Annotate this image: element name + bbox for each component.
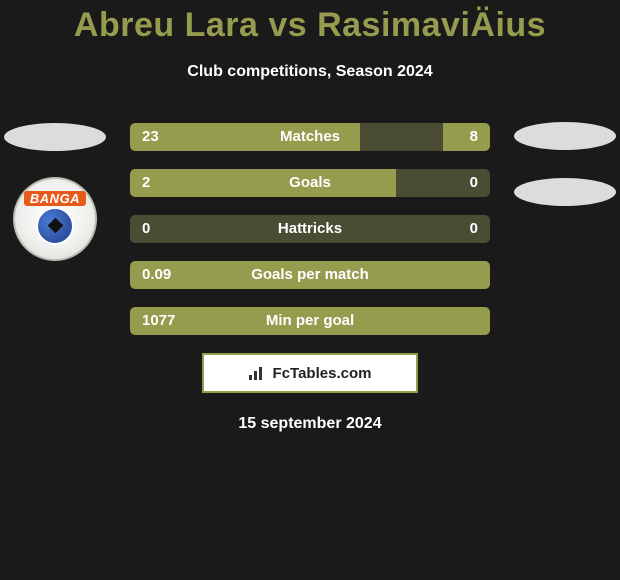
avatar-placeholder-right-1 xyxy=(514,122,616,150)
stat-row: Goals per match0.09 xyxy=(130,261,490,289)
stat-label: Matches xyxy=(130,123,490,151)
stat-label: Min per goal xyxy=(130,307,490,335)
avatar-placeholder-right-2 xyxy=(514,178,616,206)
stat-label: Goals per match xyxy=(130,261,490,289)
stat-bars: Matches238Goals20Hattricks00Goals per ma… xyxy=(130,123,490,335)
stat-value-right: 8 xyxy=(470,123,478,151)
page-title: Abreu Lara vs RasimaviÄius xyxy=(0,0,620,45)
left-player-column: BANGA xyxy=(0,123,110,261)
stat-label: Hattricks xyxy=(130,215,490,243)
stat-row: Min per goal1077 xyxy=(130,307,490,335)
brand-text: FcTables.com xyxy=(273,365,372,382)
stat-value-left: 0 xyxy=(142,215,150,243)
stat-label: Goals xyxy=(130,169,490,197)
stat-value-left: 23 xyxy=(142,123,159,151)
stat-value-right: 0 xyxy=(470,215,478,243)
avatar-placeholder-left xyxy=(4,123,106,151)
team-logo-text: BANGA xyxy=(24,191,86,206)
stat-row: Matches23 8 xyxy=(130,123,490,151)
footer-date: 15 september 2024 xyxy=(0,415,620,433)
soccer-ball-icon xyxy=(36,207,74,245)
stat-value-right: 0 xyxy=(470,169,478,197)
stat-row: Hattricks0 0 xyxy=(130,215,490,243)
team-logo-left: BANGA xyxy=(13,177,97,261)
comparison-panel: BANGA Matches238Goals20Hattricks00Goals … xyxy=(0,123,620,335)
right-player-column xyxy=(510,123,620,206)
stat-value-left: 2 xyxy=(142,169,150,197)
stat-row: Goals2 0 xyxy=(130,169,490,197)
bars-icon xyxy=(249,366,267,380)
brand-box: FcTables.com xyxy=(202,353,418,393)
stat-value-left: 1077 xyxy=(142,307,175,335)
stat-value-left: 0.09 xyxy=(142,261,171,289)
page-subtitle: Club competitions, Season 2024 xyxy=(0,63,620,81)
